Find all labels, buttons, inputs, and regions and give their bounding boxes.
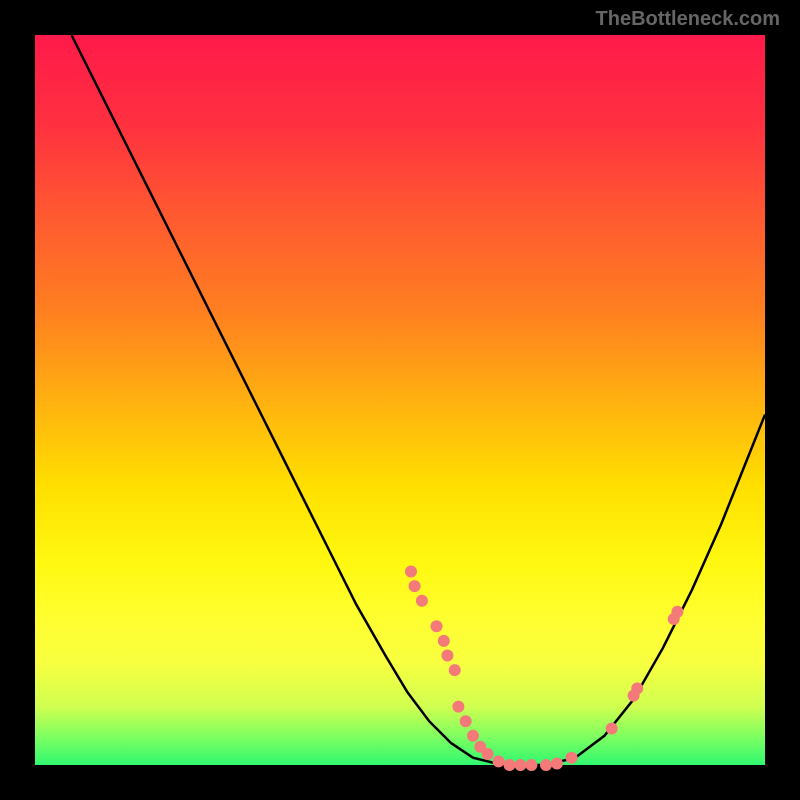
data-marker [467,730,479,742]
data-marker [514,759,526,771]
data-marker [671,606,683,618]
data-marker [409,580,421,592]
plot-gradient-background [35,35,765,765]
data-marker [525,759,537,771]
bottleneck-chart [0,0,800,800]
data-marker [493,755,505,767]
data-marker [441,650,453,662]
data-marker [606,723,618,735]
data-marker [449,664,461,676]
data-marker [504,759,516,771]
chart-container: TheBottleneck.com [0,0,800,800]
data-marker [460,715,472,727]
data-marker [551,758,563,770]
data-marker [631,682,643,694]
data-marker [540,759,552,771]
data-marker [405,566,417,578]
data-marker [431,620,443,632]
data-marker [416,595,428,607]
data-marker [452,701,464,713]
data-marker [438,635,450,647]
data-marker [482,748,494,760]
data-marker [566,752,578,764]
watermark-text: TheBottleneck.com [596,8,780,31]
